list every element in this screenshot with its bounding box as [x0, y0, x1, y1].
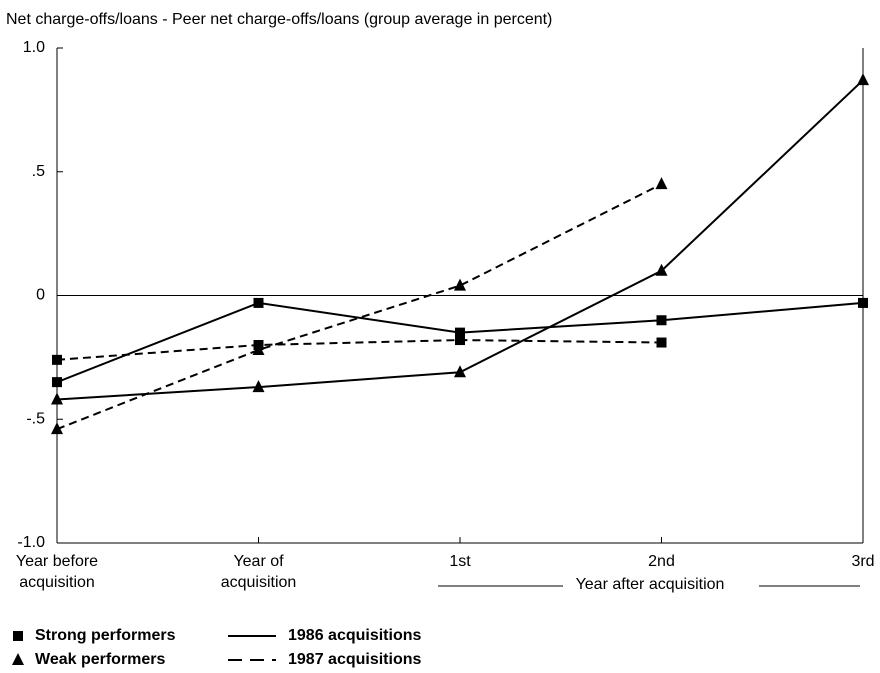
legend-label: 1987 acquisitions: [288, 651, 421, 668]
marker: [857, 73, 869, 86]
x-tick-label: 2nd: [648, 553, 675, 570]
marker: [13, 631, 23, 641]
marker: [51, 392, 63, 405]
marker: [252, 380, 265, 393]
marker: [252, 342, 265, 355]
y-tick-label: -1.0: [17, 534, 45, 551]
x-tick-label: 1st: [449, 553, 471, 570]
y-tick-label: .5: [32, 163, 45, 180]
marker: [52, 377, 62, 388]
marker: [454, 278, 466, 291]
marker: [858, 297, 868, 308]
marker: [12, 653, 24, 665]
x-tick-label: Year of acquisition: [220, 553, 297, 591]
marker: [655, 263, 668, 276]
marker: [52, 354, 62, 365]
marker: [454, 365, 466, 378]
x-tick-label: 3rd: [851, 553, 875, 570]
x-tick-label: Year before acquisition: [15, 553, 99, 591]
marker: [656, 315, 667, 326]
legend-label: 1986 acquisitions: [288, 627, 421, 644]
y-tick-label: 1.0: [23, 39, 45, 56]
marker: [455, 335, 465, 346]
series-line: [56, 183, 662, 431]
chart-title: Net charge-offs/loans - Peer net charge-…: [6, 11, 552, 28]
marker: [655, 177, 668, 190]
marker: [455, 327, 465, 338]
category-group-label: Year after acquisition: [576, 576, 725, 593]
y-tick-label: 0: [36, 287, 45, 304]
legend-label: Weak performers: [35, 651, 166, 668]
marker: [656, 337, 667, 348]
y-tick-label: -.5: [26, 410, 45, 427]
marker: [253, 297, 264, 308]
marker: [51, 422, 63, 435]
legend-label: Strong performers: [35, 627, 176, 644]
series-line: [56, 339, 662, 361]
